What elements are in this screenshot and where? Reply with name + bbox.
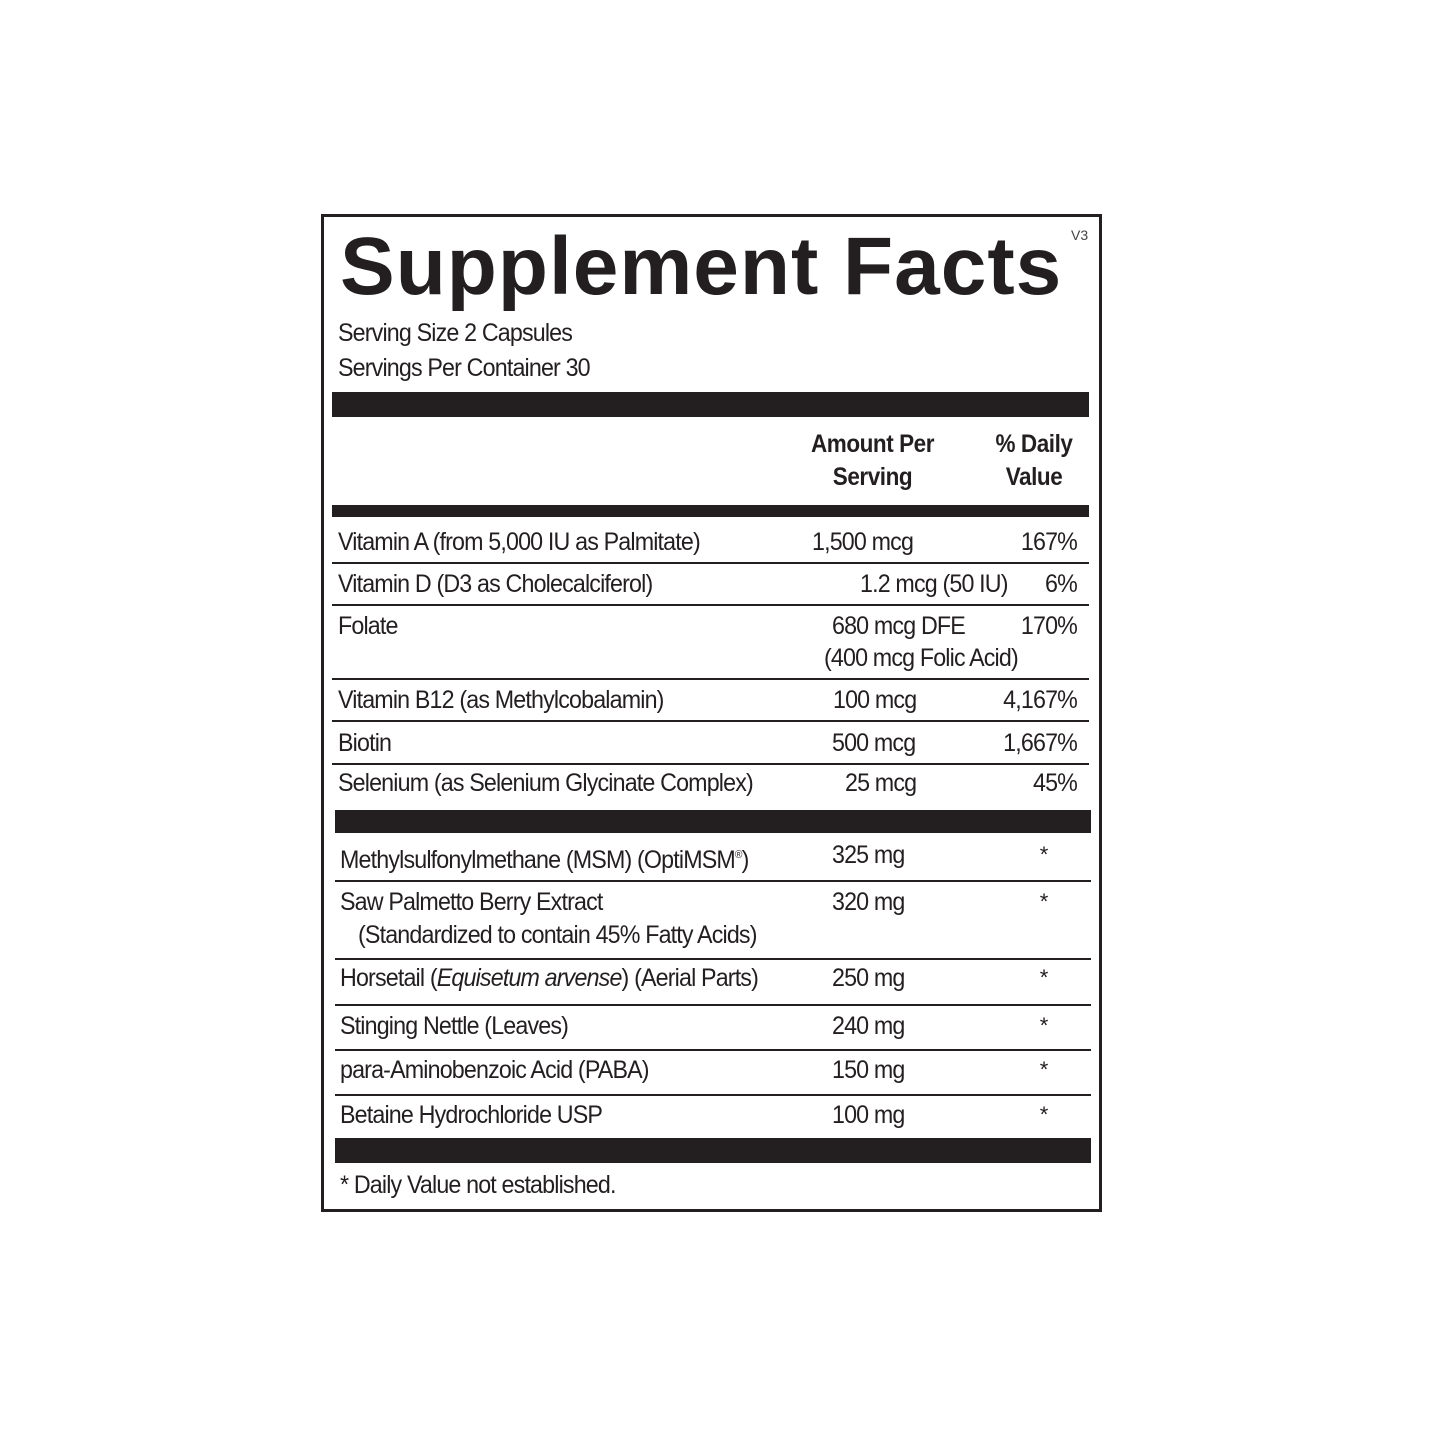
nutrient-dv: 45%	[1032, 769, 1078, 797]
ingredient-name: Horsetail (Equisetum arvense) (Aerial Pa…	[340, 964, 759, 992]
nutrient-dv: 170%	[1020, 612, 1078, 640]
amount-header-line1: Amount Per	[810, 430, 935, 458]
nutrient-amount: 1,500 mcg	[812, 528, 914, 556]
row-divider	[335, 1094, 1091, 1096]
row-divider	[335, 1049, 1091, 1051]
row-divider	[332, 604, 1089, 606]
nutrient-dv: 167%	[1020, 528, 1078, 556]
panel-title: Supplement Facts	[340, 221, 1063, 312]
divider-bar	[332, 392, 1089, 417]
nutrient-name: Vitamin D (D3 as Cholecalciferol)	[338, 570, 653, 598]
nutrient-name: Vitamin B12 (as Methylcobalamin)	[338, 686, 664, 714]
row-divider	[332, 720, 1089, 722]
nutrient-amount: 680 mcg DFE	[832, 612, 966, 640]
ingredient-name: Betaine Hydrochloride USP	[340, 1101, 603, 1129]
footnote: * Daily Value not established.	[340, 1171, 616, 1199]
nutrient-amount-note: (400 mcg Folic Acid)	[824, 644, 1019, 672]
nutrient-amount: 500 mcg	[832, 729, 916, 757]
ingredient-amount: 250 mg	[832, 964, 905, 992]
ingredient-dv: *	[1039, 842, 1049, 867]
ingredient-note: (Standardized to contain 45% Fatty Acids…	[358, 921, 757, 949]
nutrient-name: Vitamin A (from 5,000 IU as Palmitate)	[338, 528, 701, 556]
supplement-facts-panel	[321, 214, 1102, 1212]
ingredient-name: Methylsulfonylmethane (MSM) (OptiMSM®)	[340, 846, 749, 874]
row-divider	[332, 678, 1089, 680]
row-divider	[335, 1004, 1091, 1006]
ingredient-dv: *	[1039, 1057, 1049, 1082]
nutrient-name: Folate	[338, 612, 398, 640]
divider-bar	[332, 505, 1089, 517]
ingredient-dv: *	[1039, 1102, 1049, 1127]
dv-header-line2: Value	[1005, 463, 1063, 491]
divider-bar	[335, 1138, 1091, 1163]
row-divider	[335, 880, 1091, 882]
divider-bar	[335, 810, 1091, 833]
ingredient-dv: *	[1039, 965, 1049, 990]
nutrient-amount: 25 mcg	[845, 769, 917, 797]
nutrient-amount: 1.2 mcg (50 IU)	[860, 570, 1009, 598]
servings-per-container: Servings Per Container 30	[338, 354, 591, 382]
row-divider	[335, 958, 1091, 960]
ingredient-name: para-Aminobenzoic Acid (PABA)	[340, 1056, 650, 1084]
amount-header: Amount Per Serving	[798, 428, 947, 494]
ingredient-amount: 320 mg	[832, 888, 905, 916]
ingredient-dv: *	[1039, 1013, 1049, 1038]
row-divider	[332, 763, 1089, 765]
dv-header-line1: % Daily	[995, 430, 1073, 458]
nutrient-name: Selenium (as Selenium Glycinate Complex)	[338, 769, 754, 797]
registered-mark: ®	[734, 849, 743, 861]
ingredient-amount: 325 mg	[832, 841, 905, 869]
amount-header-line2: Serving	[832, 463, 913, 491]
serving-size: Serving Size 2 Capsules	[338, 319, 573, 347]
daily-value-header: % Daily Value	[981, 428, 1087, 494]
ingredient-name: Stinging Nettle (Leaves)	[340, 1012, 569, 1040]
nutrient-amount: 100 mcg	[833, 686, 917, 714]
ingredient-amount: 240 mg	[832, 1012, 905, 1040]
nutrient-dv: 6%	[1045, 570, 1078, 598]
ingredient-dv: *	[1039, 889, 1049, 914]
ingredient-amount: 100 mg	[832, 1101, 905, 1129]
nutrient-dv: 1,667%	[1003, 729, 1078, 757]
ingredient-name: Saw Palmetto Berry Extract	[340, 888, 603, 916]
nutrient-name: Biotin	[338, 729, 392, 757]
nutrient-dv: 4,167%	[1003, 686, 1078, 714]
ingredient-amount: 150 mg	[832, 1056, 905, 1084]
row-divider	[332, 562, 1089, 564]
version-label: V3	[1071, 227, 1089, 243]
